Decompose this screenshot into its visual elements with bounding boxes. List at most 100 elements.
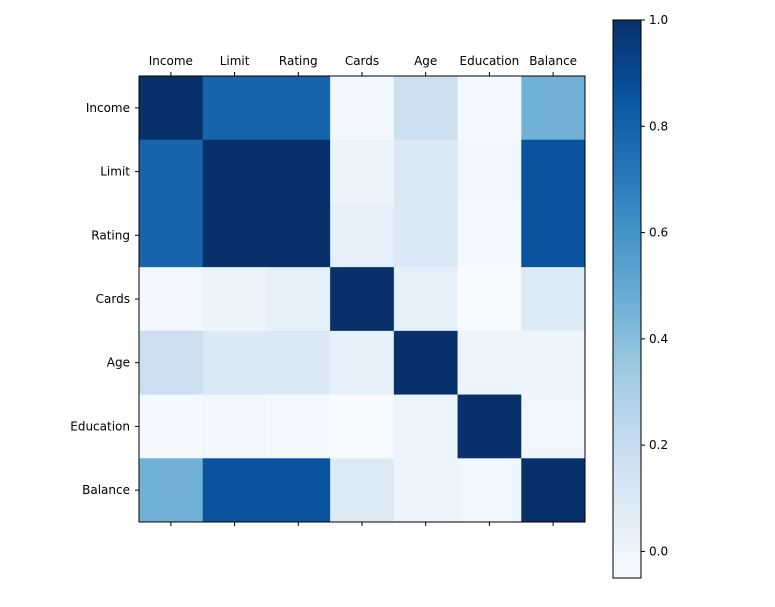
heatmap-cell-education-education [457,394,522,459]
colorbar-strip [613,64,641,68]
x-tick-label-education: Education [460,54,520,68]
colorbar-strip [613,33,641,38]
colorbar-strip [613,251,641,255]
colorbar-strip [613,363,641,367]
colorbar-strip [613,488,641,493]
colorbar-strip [613,505,641,509]
colorbar-strip [613,137,641,141]
heatmap-cell-income-income [139,76,204,141]
heatmap-cells [139,76,586,523]
heatmap-cell-balance-age [393,458,458,523]
heatmap-cell-age-limit [202,330,267,395]
colorbar-strip [613,218,641,222]
colorbar-strip [613,282,641,286]
colorbar-strip [613,61,641,66]
colorbar-strip [613,36,641,41]
colorbar-strip [613,379,641,384]
y-axis-ticks: Income Limit Rating Cards Age Education Balanc… [70,101,139,497]
colorbar-strip [613,187,641,191]
colorbar-strip [613,449,641,453]
heatmap-cell-education-income [139,394,204,459]
colorbar-strip [613,45,641,49]
colorbar-strip [613,421,641,426]
colorbar-strip [613,287,641,292]
colorbar-strip [613,424,641,428]
colorbar-strip [613,550,641,554]
heatmap-cell-limit-limit [202,139,267,204]
colorbar-strip [613,259,641,264]
colorbar: 0.0 0.2 0.4 0.6 0.8 1.0 [612,13,668,579]
colorbar-strip [613,243,641,247]
colorbar-strip [613,179,641,183]
heatmap-cell-limit-balance [521,139,586,204]
heatmap-cell-balance-income [139,458,204,523]
colorbar-strip [613,31,641,35]
colorbar-strip [613,326,641,331]
colorbar-strip [613,396,641,400]
colorbar-strip [613,391,641,395]
colorbar-strip [613,458,641,462]
colorbar-strip [613,368,641,373]
colorbar-strip [613,483,641,487]
colorbar-strip [613,349,641,353]
colorbar-strip [613,100,641,105]
colorbar-strip [613,201,641,205]
x-tick-label-balance: Balance [529,54,577,68]
colorbar-strip [613,522,641,526]
colorbar-strip [613,544,641,548]
colorbar-strip [613,377,641,381]
heatmap-cell-education-limit [202,394,267,459]
heatmap-cell-education-balance [521,394,586,459]
colorbar-strip [613,566,641,571]
colorbar-strip [613,276,641,280]
heatmap-cell-balance-education [457,458,522,523]
colorbar-tick-label: 0.6 [649,226,668,240]
colorbar-strip [613,538,641,543]
heatmap-cell-age-balance [521,330,586,395]
colorbar-strip [613,471,641,476]
heatmap-cell-age-rating [266,330,331,395]
heatmap-cell-education-rating [266,394,331,459]
colorbar-strip [613,271,641,275]
colorbar-tick-label: 1.0 [649,13,668,27]
colorbar-strip [613,561,641,565]
y-tick-label-education: Education [70,419,130,433]
colorbar-strip [613,441,641,445]
colorbar-strip [613,290,641,294]
colorbar-strip [613,382,641,386]
heatmap-cell-balance-cards [330,458,395,523]
colorbar-gradient [613,20,641,579]
colorbar-strip [613,92,641,96]
colorbar-strip [613,204,641,208]
colorbar-strip [613,59,641,63]
colorbar-strip [613,321,641,325]
heatmap-cell-rating-balance [521,203,586,268]
colorbar-strip [613,502,641,506]
heatmap-cell-income-balance [521,76,586,141]
colorbar-strip [613,485,641,490]
colorbar-strip [613,262,641,267]
colorbar-strip [613,307,641,311]
colorbar-strip [613,234,641,239]
x-tick-label-income: Income [149,54,193,68]
heatmap-cell-rating-limit [202,203,267,268]
y-tick-label-cards: Cards [96,292,130,306]
heatmap-cell-rating-cards [330,203,395,268]
y-tick-label-balance: Balance [82,483,130,497]
colorbar-strip [613,148,641,152]
heatmap-cell-education-cards [330,394,395,459]
colorbar-strip [613,245,641,250]
colorbar-strip [613,95,641,99]
colorbar-strip [613,134,641,138]
colorbar-strip [613,25,641,29]
heatmap-cell-age-education [457,330,522,395]
colorbar-strip [613,536,641,540]
heatmap-cell-balance-balance [521,458,586,523]
colorbar-strip [613,223,641,227]
colorbar-strip [613,156,641,160]
colorbar-strip [613,142,641,147]
colorbar-strip [613,547,641,551]
colorbar-strip [613,304,641,308]
colorbar-strip [613,56,641,60]
colorbar-strip [613,268,641,272]
